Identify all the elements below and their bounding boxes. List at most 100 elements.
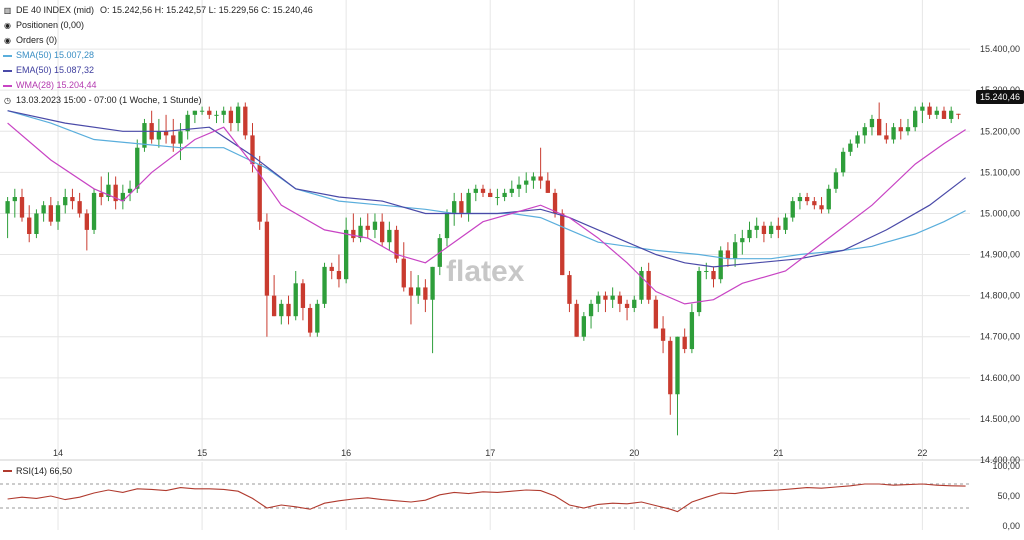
candle-body bbox=[452, 201, 457, 214]
candle-body bbox=[603, 295, 608, 300]
candle-body bbox=[480, 188, 486, 193]
candle-body bbox=[423, 287, 428, 300]
candle-body bbox=[840, 151, 846, 173]
candle-body bbox=[293, 283, 298, 317]
candle-body bbox=[848, 143, 853, 152]
candle-body bbox=[5, 201, 10, 214]
target-icon: ◉ bbox=[4, 36, 11, 45]
candle-body bbox=[877, 118, 882, 136]
candle-body bbox=[682, 336, 687, 350]
candle-body bbox=[761, 225, 767, 234]
sma50-line bbox=[7, 110, 966, 260]
legend-positions[interactable]: ◉ Positionen (0,00) bbox=[3, 18, 313, 33]
date-tick-label: 22 bbox=[917, 448, 927, 458]
orders-label: Orders (0) bbox=[16, 35, 58, 45]
timerange-label: 13.03.2023 15:00 - 07:00 (1 Woche, 1 Stu… bbox=[16, 95, 202, 105]
chart-legend: ▥ DE 40 INDEX (mid) O: 15.242,56 H: 15.2… bbox=[3, 3, 313, 108]
candle-body bbox=[754, 225, 759, 230]
candle-body bbox=[307, 307, 313, 333]
candle-body bbox=[725, 250, 731, 259]
legend-wma[interactable]: WMA(28) 15.204,44 bbox=[3, 78, 313, 93]
candle-body bbox=[632, 299, 637, 308]
rsi-swatch bbox=[3, 470, 12, 472]
candle-body bbox=[19, 197, 25, 218]
price-tick-label: 14.700,00 bbox=[980, 332, 1020, 342]
candle-body bbox=[142, 123, 147, 148]
candle-body bbox=[545, 180, 550, 193]
candle-body bbox=[135, 147, 140, 189]
price-tick-label: 14.600,00 bbox=[980, 373, 1020, 383]
candle-body bbox=[185, 114, 190, 132]
candle-body bbox=[783, 217, 788, 230]
candle-body bbox=[41, 205, 46, 214]
legend-sma[interactable]: SMA(50) 15.007,28 bbox=[3, 48, 313, 63]
wma-label: WMA(28) 15.204,44 bbox=[16, 80, 97, 90]
legend-timerange[interactable]: ◷ 13.03.2023 15:00 - 07:00 (1 Woche, 1 S… bbox=[3, 93, 313, 108]
candle-body bbox=[768, 225, 774, 234]
candle-body bbox=[243, 106, 248, 136]
candle-body bbox=[199, 110, 205, 112]
candle-body bbox=[343, 229, 349, 280]
rsi-line bbox=[7, 483, 966, 513]
candle-body bbox=[711, 270, 716, 280]
candle-body bbox=[171, 135, 176, 144]
candle-body bbox=[48, 205, 53, 222]
candle-body bbox=[106, 184, 111, 198]
candle-body bbox=[12, 197, 17, 202]
candle-body bbox=[718, 250, 723, 280]
legend-ema[interactable]: EMA(50) 15.087,32 bbox=[3, 63, 313, 78]
candle-body bbox=[286, 303, 291, 317]
legend-orders[interactable]: ◉ Orders (0) bbox=[3, 33, 313, 48]
candle-body bbox=[740, 238, 745, 243]
candle-body bbox=[315, 303, 320, 333]
candle-body bbox=[596, 295, 601, 304]
candle-body bbox=[646, 270, 651, 300]
candle-body bbox=[913, 110, 918, 128]
price-tick-label: 15.400,00 bbox=[980, 44, 1020, 54]
rsi-tick-label: 0,00 bbox=[1002, 521, 1020, 531]
ema-swatch bbox=[3, 69, 12, 72]
candle-body bbox=[560, 213, 565, 276]
candle-body bbox=[934, 110, 939, 115]
candle-body bbox=[675, 336, 680, 395]
positions-label: Positionen (0,00) bbox=[16, 20, 85, 30]
sma-swatch bbox=[3, 54, 12, 57]
candle-body bbox=[214, 114, 219, 116]
candle-body bbox=[516, 184, 522, 189]
candle-body bbox=[250, 135, 255, 165]
candle-body bbox=[77, 201, 82, 214]
wma-swatch bbox=[3, 84, 12, 87]
candle-body bbox=[257, 164, 262, 222]
candle-body bbox=[797, 197, 803, 202]
candle-body bbox=[639, 270, 644, 300]
candles-layer bbox=[5, 102, 961, 436]
date-tick-label: 15 bbox=[197, 448, 207, 458]
candle-body bbox=[898, 127, 903, 132]
price-tick-label: 15.200,00 bbox=[980, 126, 1020, 136]
candle-body bbox=[264, 221, 270, 296]
bar-chart-icon: ▥ bbox=[3, 6, 12, 15]
candle-body bbox=[812, 201, 817, 206]
candle-body bbox=[941, 110, 947, 119]
candle-body bbox=[617, 295, 623, 304]
candle-body bbox=[488, 192, 493, 198]
candle-body bbox=[776, 225, 781, 230]
date-tick-label: 20 bbox=[629, 448, 639, 458]
candle-body bbox=[63, 197, 68, 206]
candle-body bbox=[271, 295, 277, 317]
candle-body bbox=[178, 131, 183, 144]
rsi-legend[interactable]: RSI(14) 66,50 bbox=[3, 466, 72, 476]
candle-body bbox=[163, 131, 169, 136]
candle-body bbox=[869, 118, 875, 128]
candle-body bbox=[379, 221, 385, 243]
candle-body bbox=[430, 266, 435, 300]
candle-body bbox=[358, 225, 363, 239]
candle-body bbox=[704, 270, 709, 272]
candle-body bbox=[855, 135, 860, 144]
legend-instrument[interactable]: ▥ DE 40 INDEX (mid) O: 15.242,56 H: 15.2… bbox=[3, 3, 313, 18]
candle-body bbox=[538, 176, 543, 181]
rsi-panel: 0,00 50,00 100,00 bbox=[7, 461, 1020, 531]
candle-body bbox=[581, 316, 587, 337]
candle-body bbox=[99, 192, 104, 198]
